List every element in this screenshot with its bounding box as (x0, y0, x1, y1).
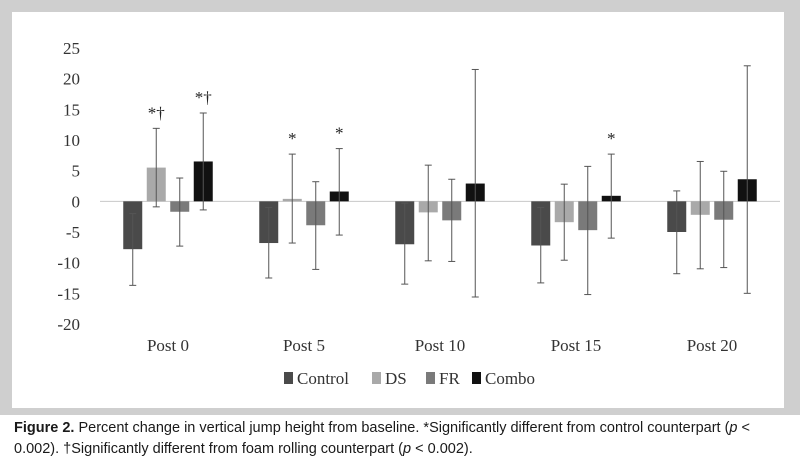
significance-marker: * (335, 124, 344, 143)
legend-swatch-ds (372, 372, 381, 384)
legend-swatch-fr (426, 372, 435, 384)
legend-swatch-control (284, 372, 293, 384)
caption-text-3: < 0.002). (411, 441, 473, 457)
x-category-label: Post 10 (415, 336, 466, 355)
figure-frame: -20 -15 -10 -5 0 5 10 15 20 25 Post 0 Post 5 Post 10… (0, 0, 800, 415)
y-tick-label: 0 (72, 192, 81, 211)
significance-marker: *† (195, 88, 212, 107)
y-tick-label: 5 (72, 162, 81, 181)
y-tick-label: 15 (63, 100, 80, 119)
chart-plot-area: -20 -15 -10 -5 0 5 10 15 20 25 Post 0 Post 5 Post 10… (12, 12, 784, 408)
x-category-label: Post 20 (687, 336, 738, 355)
caption-label: Figure 2. (14, 420, 75, 436)
x-category-label: Post 0 (147, 336, 189, 355)
legend-label-fr: FR (439, 369, 460, 388)
y-tick-label: -15 (57, 284, 80, 303)
significance-marker: *† (148, 103, 165, 122)
y-tick-label: -20 (57, 315, 80, 334)
caption-text-1: Percent change in vertical jump height f… (74, 420, 730, 436)
legend-swatch-combo (472, 372, 481, 384)
bar-chart: -20 -15 -10 -5 0 5 10 15 20 25 Post 0 Post 5 Post 10… (57, 39, 780, 388)
significance-marker: * (288, 129, 297, 148)
y-tick-label: 20 (63, 70, 80, 89)
legend-label-control: Control (297, 369, 349, 388)
caption-text-2: < 0.002). †Significantly different from … (14, 420, 750, 457)
legend-label-combo: Combo (485, 369, 535, 388)
y-tick-label: 25 (63, 39, 80, 58)
x-category-label: Post 15 (551, 336, 602, 355)
caption-p-1: p (729, 420, 738, 436)
y-tick-label: -10 (57, 254, 80, 273)
x-category-label: Post 5 (283, 336, 325, 355)
figure-caption: Figure 2. Percent change in vertical jum… (14, 418, 786, 460)
caption-p-2: p (403, 441, 412, 457)
y-tick-label: 10 (63, 131, 80, 150)
significance-marker: * (607, 129, 616, 148)
y-tick-label: -5 (66, 223, 80, 242)
legend-label-ds: DS (385, 369, 407, 388)
